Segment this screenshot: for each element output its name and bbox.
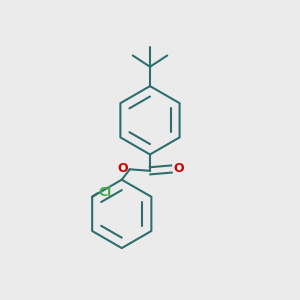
Text: O: O xyxy=(173,162,184,175)
Text: Cl: Cl xyxy=(98,186,112,199)
Text: O: O xyxy=(117,162,128,175)
